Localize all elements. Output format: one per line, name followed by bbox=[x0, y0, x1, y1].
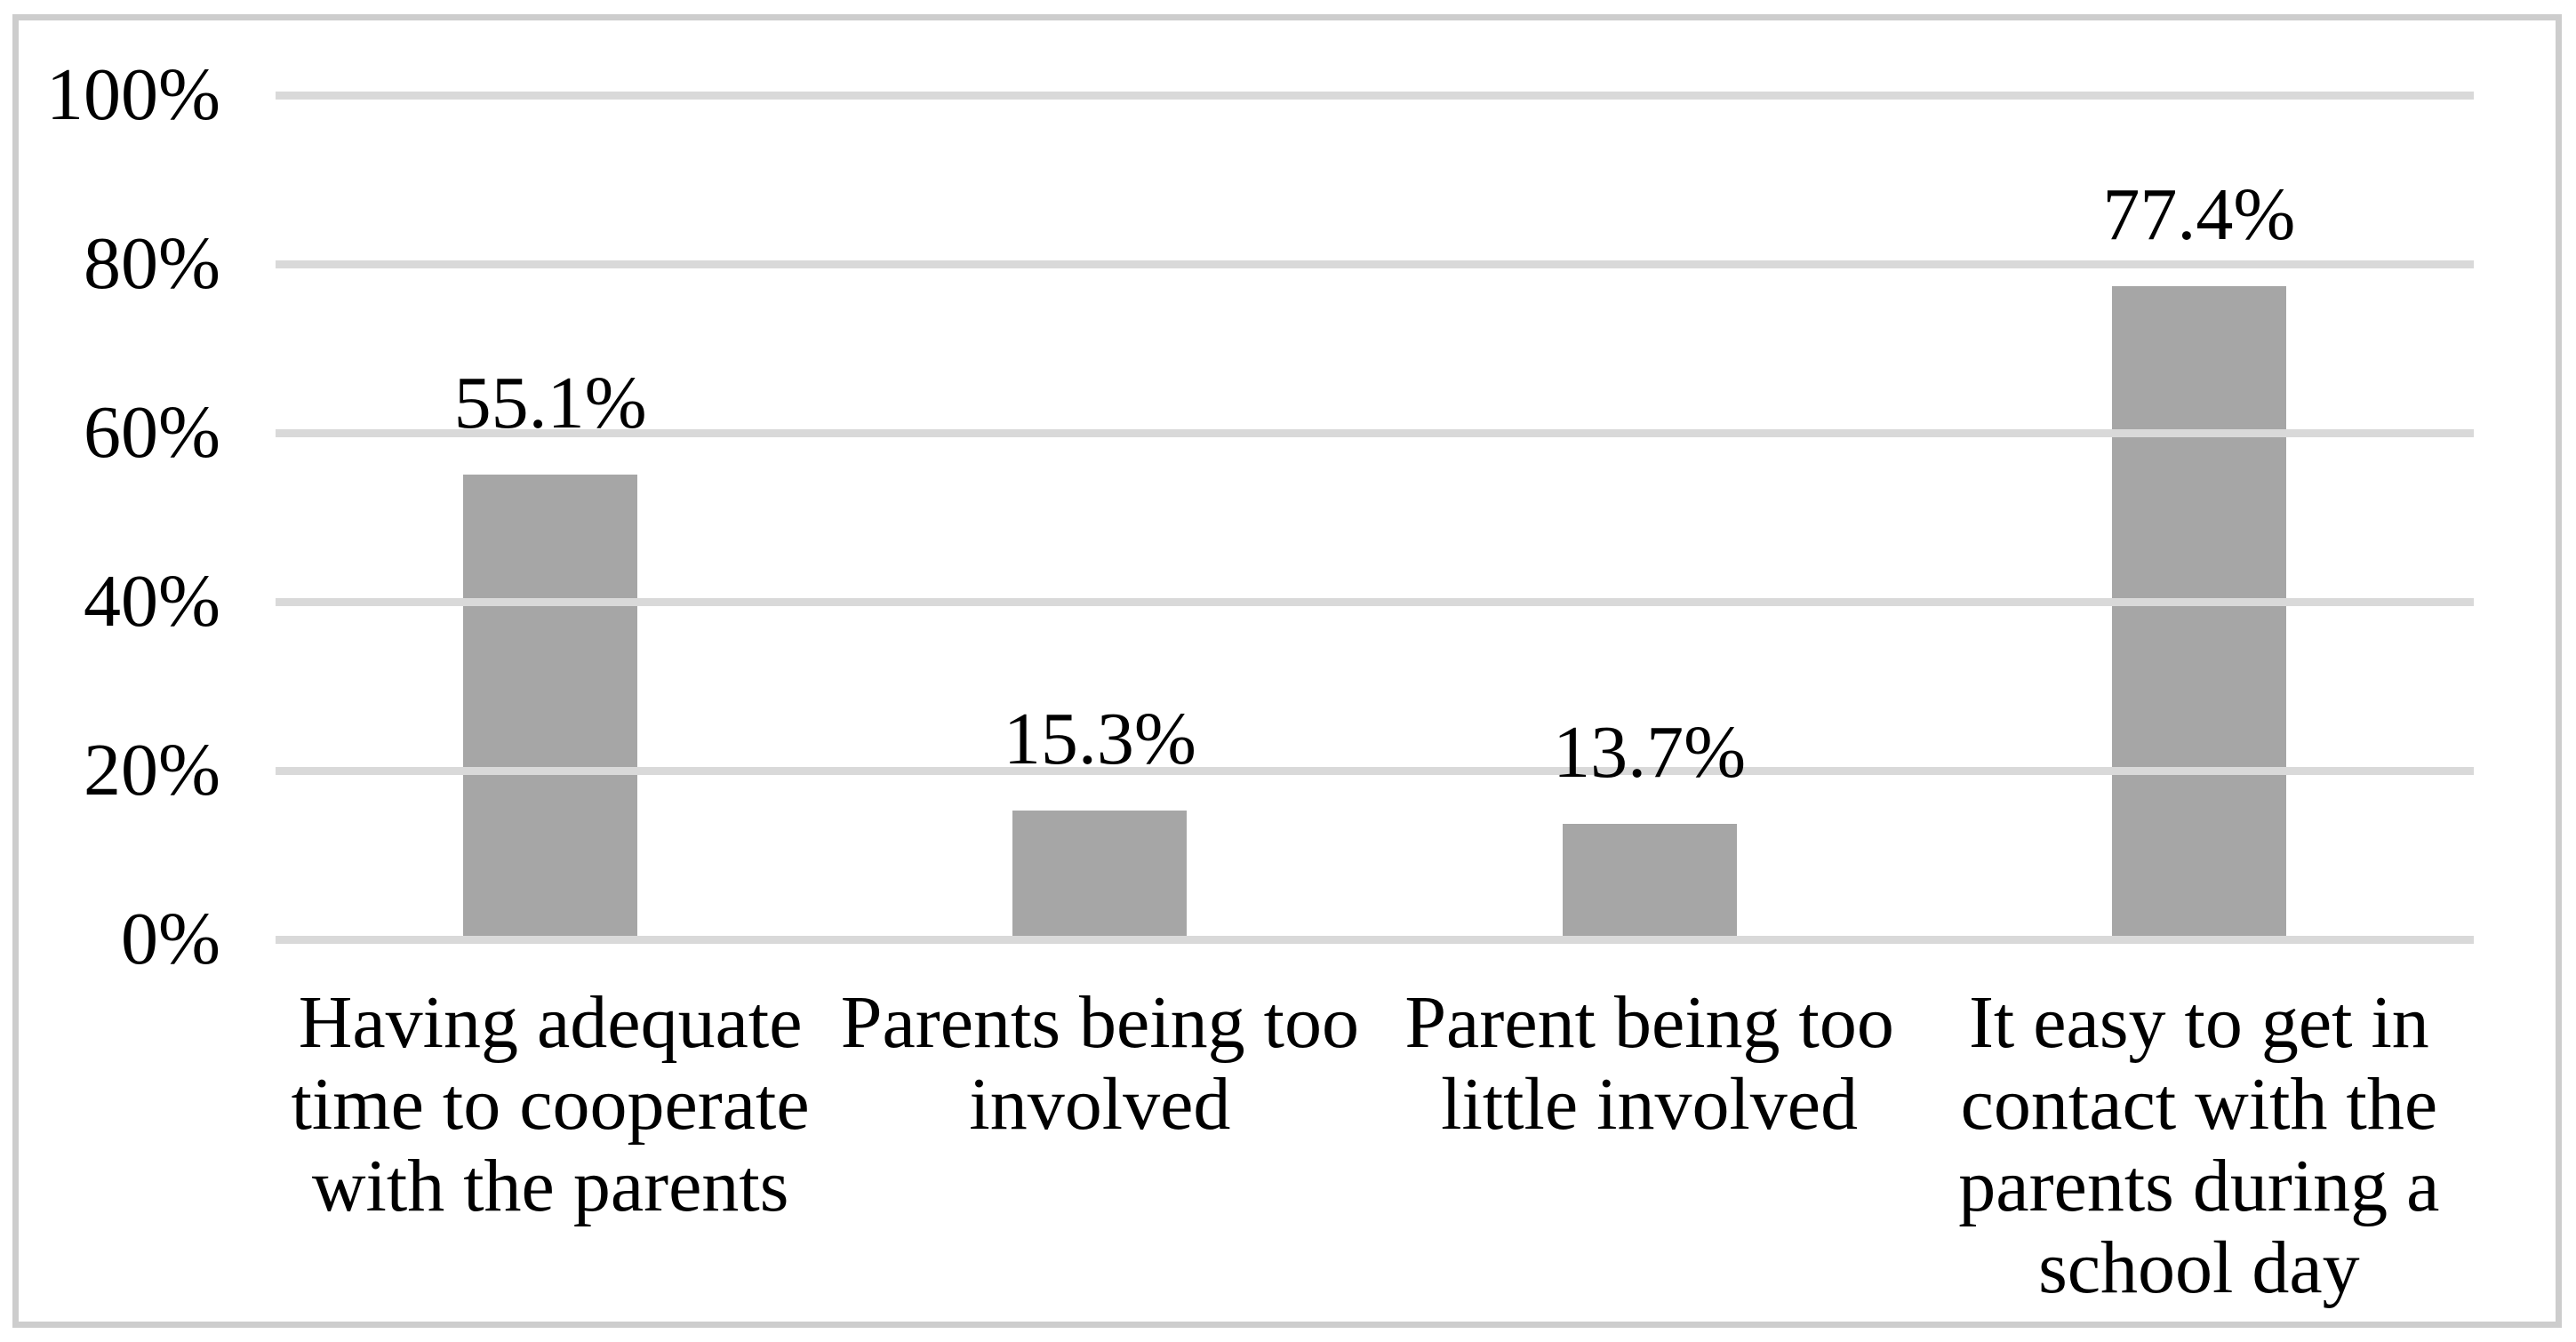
gridline bbox=[276, 598, 2474, 606]
x-category-label: It easy to get in contact with the paren… bbox=[1958, 981, 2440, 1309]
bar bbox=[1012, 810, 1188, 936]
bar bbox=[2111, 285, 2286, 936]
gridline bbox=[276, 260, 2474, 268]
bar-value-label: 55.1% bbox=[453, 361, 647, 444]
gridline bbox=[276, 92, 2474, 100]
y-axis-tick-label: 80% bbox=[84, 222, 220, 305]
x-category-label: Having adequate time to cooperate with t… bbox=[291, 981, 810, 1227]
y-axis-tick-label: 40% bbox=[84, 560, 220, 643]
gridline bbox=[276, 767, 2474, 775]
x-axis-line bbox=[276, 936, 2474, 944]
bar-value-label: 13.7% bbox=[1553, 710, 1747, 794]
x-category-label: Parents being too involved bbox=[840, 981, 1359, 1146]
y-axis-tick-label: 100% bbox=[46, 53, 220, 136]
x-category-label: Parent being too little involved bbox=[1404, 981, 1894, 1146]
bar-value-label: 77.4% bbox=[2102, 172, 2296, 256]
bar-value-label: 15.3% bbox=[1003, 697, 1196, 780]
y-axis-tick-label: 20% bbox=[84, 729, 220, 811]
gridline bbox=[276, 429, 2474, 437]
bar bbox=[463, 474, 638, 936]
bar bbox=[1562, 823, 1737, 936]
y-axis-tick-label: 60% bbox=[84, 391, 220, 474]
y-axis-tick-label: 0% bbox=[121, 898, 220, 980]
